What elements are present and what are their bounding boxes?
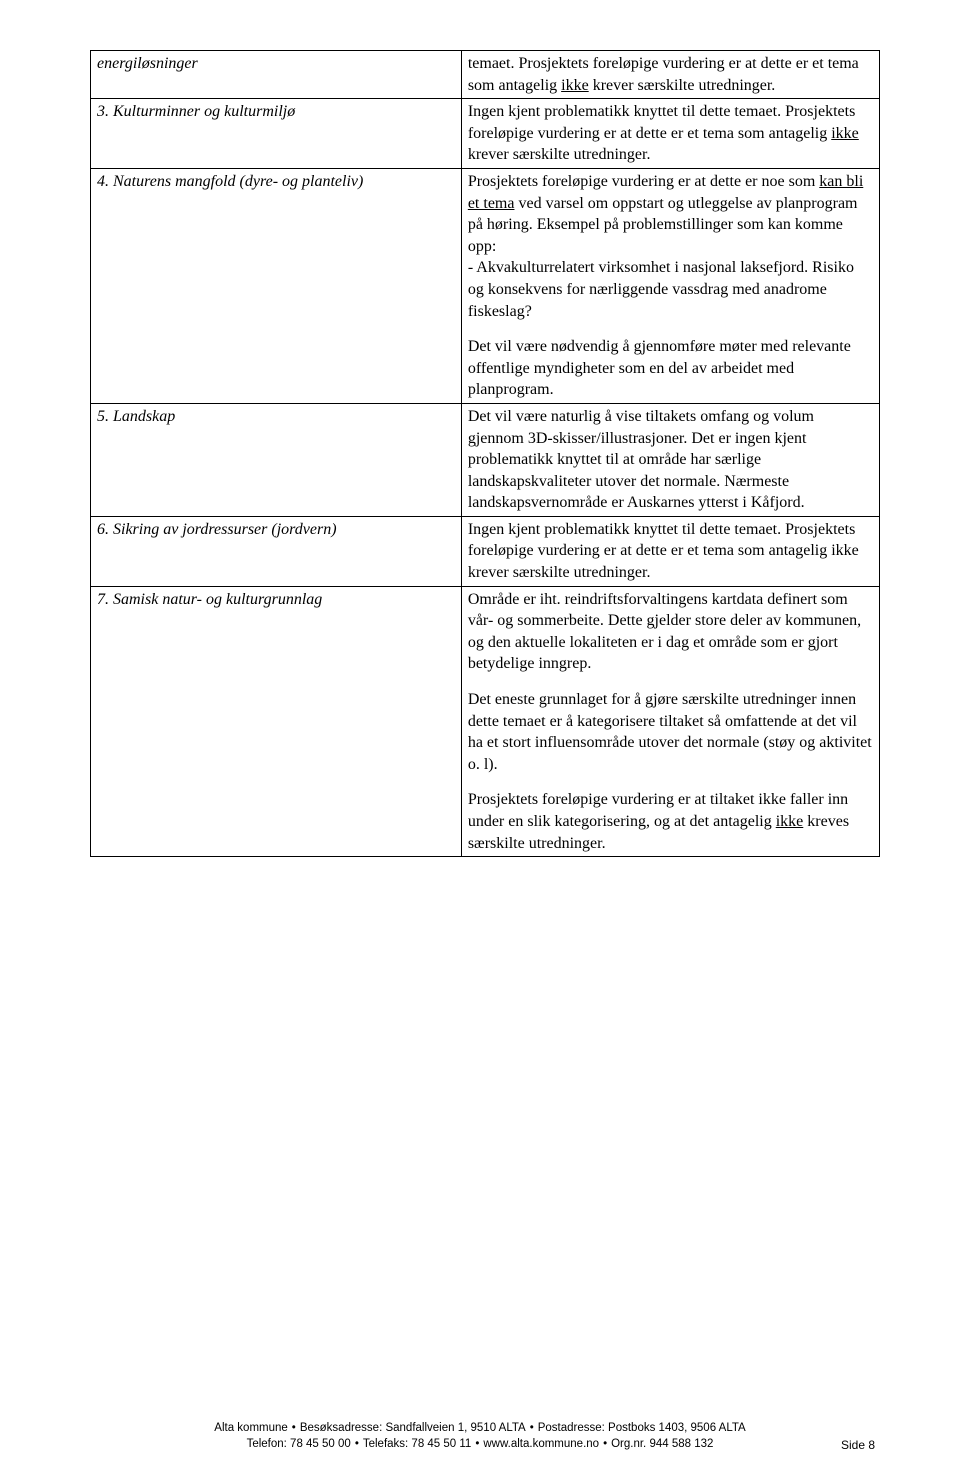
row-label: 3. Kulturminner og kulturmiljø (91, 99, 462, 169)
footer-text: www.alta.kommune.no (483, 1438, 599, 1450)
footer-text: Telefaks: 78 45 50 11 (363, 1438, 471, 1450)
separator-dot-icon: • (530, 1422, 534, 1434)
row-label: 4. Naturens mangfold (dyre- og planteliv… (91, 168, 462, 403)
footer-text: Besøksadresse: Sandfallveien 1, 9510 ALT… (300, 1422, 526, 1434)
separator-dot-icon: • (355, 1438, 359, 1450)
row-content: temaet. Prosjektets foreløpige vurdering… (461, 51, 879, 99)
row-content: Ingen kjent problematikk knyttet til det… (461, 516, 879, 586)
table-row: 4. Naturens mangfold (dyre- og planteliv… (91, 168, 880, 403)
row-content: Område er iht. reindriftsforvaltingens k… (461, 586, 879, 857)
row-label: energiløsninger (91, 51, 462, 99)
row-content: Ingen kjent problematikk knyttet til det… (461, 99, 879, 169)
footer-text: Org.nr. 944 588 132 (611, 1438, 713, 1450)
row-label: 6. Sikring av jordressurser (jordvern) (91, 516, 462, 586)
footer-text: Alta kommune (214, 1422, 288, 1434)
paragraph: Område er iht. reindriftsforvaltingens k… (468, 589, 873, 675)
paragraph: Prosjektets foreløpige vurdering er at t… (468, 789, 873, 854)
page-footer: Alta kommune • Besøksadresse: Sandfallveie… (0, 1420, 960, 1452)
separator-dot-icon: • (603, 1438, 607, 1450)
table-row: 7. Samisk natur- og kulturgrunnlag Områd… (91, 586, 880, 857)
table-body: energiløsninger temaet. Prosjektets fore… (91, 51, 880, 857)
page-number: Side 8 (841, 1438, 875, 1452)
footer-text: Telefon: 78 45 50 00 (247, 1438, 351, 1450)
document-table: energiløsninger temaet. Prosjektets fore… (90, 50, 880, 857)
footer-text: Postadresse: Postboks 1403, 9506 ALTA (538, 1422, 746, 1434)
separator-dot-icon: • (475, 1438, 479, 1450)
row-content: Det vil være naturlig å vise tiltakets o… (461, 403, 879, 516)
table-row: 6. Sikring av jordressurser (jordvern) I… (91, 516, 880, 586)
paragraph: Det eneste grunnlaget for å gjøre særski… (468, 689, 873, 775)
table-row: 5. Landskap Det vil være naturlig å vise… (91, 403, 880, 516)
row-label: 7. Samisk natur- og kulturgrunnlag (91, 586, 462, 857)
paragraph: Det vil være nødvendig å gjennomføre møt… (468, 336, 873, 401)
table-row: 3. Kulturminner og kulturmiljø Ingen kje… (91, 99, 880, 169)
paragraph: Prosjektets foreløpige vurdering er at d… (468, 171, 873, 322)
footer-line-2: Telefon: 78 45 50 00 • Telefaks: 78 45 50 … (0, 1436, 960, 1452)
separator-dot-icon: • (292, 1422, 296, 1434)
row-label: 5. Landskap (91, 403, 462, 516)
row-content: Prosjektets foreløpige vurdering er at d… (461, 168, 879, 403)
table-row: energiløsninger temaet. Prosjektets fore… (91, 51, 880, 99)
footer-line-1: Alta kommune • Besøksadresse: Sandfallveie… (0, 1420, 960, 1436)
